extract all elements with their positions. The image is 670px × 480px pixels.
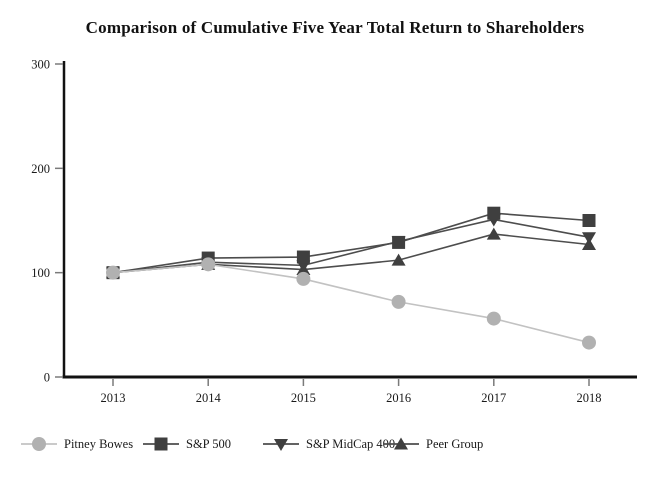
y-axis-tick-label: 300 [31,58,50,72]
series-s-p-500 [106,206,596,280]
x-axis-tick-label: 2016 [386,391,411,405]
legend-label: Pitney Bowes [64,436,134,451]
series-pitney-bowes [106,257,596,350]
series-s-p-midcap-400 [106,214,596,280]
x-axis-tick-label: 2018 [577,391,602,405]
x-axis-tick-label: 2017 [481,391,506,405]
x-axis-tick-label: 2014 [196,391,222,405]
pitney-bowes-marker-icon [21,437,57,451]
chart-title: Comparison of Cumulative Five Year Total… [85,18,585,37]
legend-item-sp-midcap-400: S&P MidCap 400 [262,435,395,453]
legend: Pitney Bowes S&P 500 S&P MidCap 400 Peer… [0,435,670,453]
y-axis-tick-label: 100 [31,266,50,280]
legend-item-pitney-bowes: Pitney Bowes [20,435,133,453]
legend-item-sp500: S&P 500 [142,435,231,453]
legend-label: S&P 500 [186,436,232,451]
legend-label: S&P MidCap 400 [306,436,396,451]
y-axis-tick-label: 0 [44,371,50,385]
legend-label: Peer Group [426,436,484,451]
peer-group-marker-icon [383,437,419,450]
sp-midcap-400-marker-icon [263,439,299,451]
x-axis-tick-label: 2013 [101,391,126,405]
y-axis-tick-label: 200 [31,162,50,176]
sp500-marker-icon [143,437,179,451]
legend-item-peer-group: Peer Group [382,435,483,453]
plot-area: 0 100 200 300 2013 2014 2015 2016 2017 2018 [31,58,637,405]
x-axis-tick-label: 2015 [291,391,316,405]
